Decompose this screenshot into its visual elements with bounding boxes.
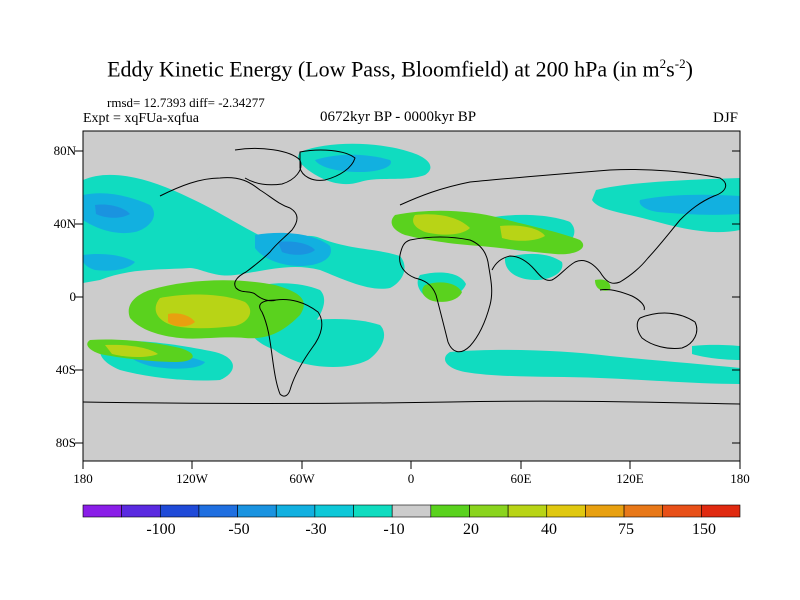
lon-label-120w: 120W <box>176 471 208 486</box>
colorbar-swatch <box>469 504 509 518</box>
eke-contours <box>83 143 740 405</box>
coastlines <box>83 147 740 405</box>
colorbar-swatch <box>159 504 200 518</box>
colorbar-swatch <box>82 504 122 518</box>
colorbar-label: -100 <box>146 521 176 538</box>
colorbar-swatch <box>198 504 238 518</box>
colorbar-swatch <box>662 504 702 518</box>
colorbar-swatch <box>237 504 277 518</box>
colorbar-swatch <box>623 504 664 518</box>
lat-label-40n: 40N <box>53 216 76 231</box>
colorbar <box>82 504 741 518</box>
lon-label-180w: 180 <box>73 471 93 486</box>
experiment-label: Expt = xqFUa-xqfua <box>83 111 199 126</box>
lon-label-180e: 180 <box>730 471 750 486</box>
lon-label-120e: 120E <box>616 471 644 486</box>
colorbar-swatch <box>275 504 316 518</box>
colorbar-label: -50 <box>228 521 250 538</box>
axis-ticks <box>75 150 741 469</box>
colorbar-label: -10 <box>383 521 405 538</box>
plot-title: Eddy Kinetic Energy (Low Pass, Bloomfiel… <box>107 56 693 82</box>
lat-label-40s: 40S <box>55 362 76 377</box>
colorbar-swatch <box>121 504 161 518</box>
season-label: DJF <box>712 110 738 126</box>
colorbar-label: 40 <box>541 521 557 538</box>
colorbar-label: -30 <box>305 521 327 538</box>
lat-label-80s: 80S <box>55 435 76 450</box>
lon-label-0: 0 <box>407 471 415 486</box>
lat-label-0: 0 <box>69 289 77 304</box>
colorbar-swatch <box>507 504 548 518</box>
colorbar-swatch <box>314 504 354 518</box>
lon-label-60w: 60W <box>289 471 315 486</box>
colorbar-label: 20 <box>463 521 479 538</box>
colorbar-label: 150 <box>692 521 716 538</box>
lon-label-60e: 60E <box>510 471 532 486</box>
lat-label-80n: 80N <box>53 143 76 158</box>
colorbar-swatch <box>391 504 432 518</box>
stats-text: rmsd= 12.7393 diff= -2.34277 <box>107 95 265 110</box>
colorbar-swatch <box>546 504 586 518</box>
colorbar-label: 75 <box>618 521 634 538</box>
period-label: 0672kyr BP - 0000kyr BP <box>320 109 477 125</box>
colorbar-swatch <box>353 504 393 518</box>
colorbar-swatch <box>430 504 470 518</box>
colorbar-swatch <box>701 504 741 518</box>
colorbar-swatch <box>585 504 625 518</box>
